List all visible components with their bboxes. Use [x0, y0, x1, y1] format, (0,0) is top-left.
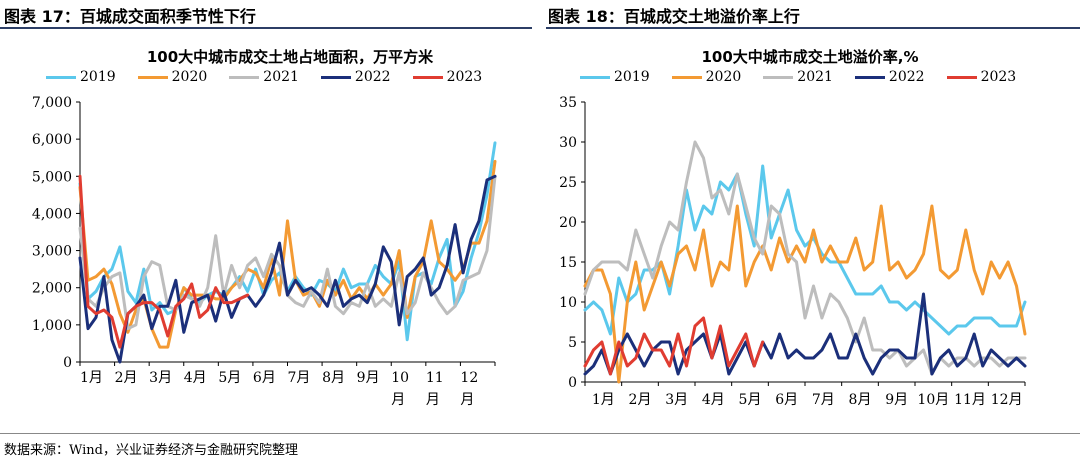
- left-legend: 2019 2020 2021 2022 2023: [46, 69, 482, 85]
- right-legend-swatch: [671, 75, 702, 79]
- right-series-line-2022: [583, 292, 1027, 376]
- left-x-tick-label: 2月: [115, 370, 138, 386]
- left-y-tick-label: 6,000: [32, 132, 72, 148]
- left-legend-label: 2021: [263, 69, 299, 85]
- left-legend-item-2021: 2021: [229, 69, 299, 85]
- right-y-tick-label: 30: [559, 135, 577, 151]
- left-x-tick-label: 9月: [357, 370, 380, 386]
- left-legend-label: 2019: [80, 69, 116, 85]
- left-x-tick-label: 10: [391, 370, 409, 386]
- left-legend-swatch: [229, 75, 260, 79]
- right-legend-swatch: [946, 75, 977, 79]
- right-y-tick-label: 10: [559, 295, 577, 311]
- left-x-tick-label: 5月: [218, 370, 241, 386]
- right-series-line-2019: [583, 164, 1027, 336]
- right-series-line-2020: [583, 204, 1027, 384]
- right-legend-label: 2023: [980, 69, 1017, 85]
- left-x-tick-label: 11: [426, 370, 444, 386]
- right-legend-item-2021: 2021: [763, 69, 833, 85]
- right-x-tick-label: 3月: [665, 392, 688, 408]
- left-x-tick-label: 8月: [322, 370, 345, 386]
- left-series-line-2023: [78, 174, 250, 349]
- right-x-tick-label: 10月: [917, 392, 949, 408]
- right-y-tick-label: 20: [559, 215, 577, 231]
- left-legend-item-2022: 2022: [320, 69, 391, 85]
- left-y-tick-label: 5,000: [32, 169, 72, 185]
- right-x-tick-label: 5月: [739, 392, 762, 408]
- source-divider: [0, 433, 1080, 434]
- right-legend-label: 2020: [705, 69, 742, 85]
- right-x-tick-label: 4月: [702, 392, 725, 408]
- left-x-tick-label: 12: [460, 370, 478, 386]
- left-y-tick-label: 2,000: [32, 281, 72, 297]
- right-y-tick-label: 35: [559, 95, 577, 111]
- right-series-line-2021: [583, 140, 1027, 376]
- left-legend-item-2020: 2020: [137, 69, 208, 85]
- left-x-tick-label: 月: [426, 392, 440, 408]
- left-x-tick-label: 1月: [80, 370, 103, 386]
- left-legend-label: 2023: [446, 69, 483, 85]
- right-y-tick-label: 15: [559, 255, 577, 271]
- left-panel-title: 图表 17：百城成交面积季节性下行: [4, 7, 256, 26]
- left-title-rule: [0, 27, 532, 29]
- right-legend-item-2023: 2023: [946, 69, 1017, 85]
- right-x-tick-label: 11月: [954, 392, 986, 408]
- left-line-chart: 0 1,000 2,000 3,000 4,000 5,000 6,000 7,000 1月 2月…: [32, 95, 497, 408]
- left-legend-item-2019: 2019: [46, 69, 116, 85]
- left-legend-label: 2022: [354, 69, 391, 85]
- right-y-tick-label: 25: [559, 175, 577, 191]
- left-legend-item-2023: 2023: [412, 69, 483, 85]
- right-panel-title: 图表 18：百城成交土地溢价率上行: [548, 7, 800, 26]
- right-legend-label: 2019: [614, 69, 650, 85]
- right-line-chart: 0 5 10 15 20 25 30 35 1月 2月 3月 4月 5月 6月 7月 8月 9月 10月 11月 12…: [559, 95, 1027, 408]
- left-y-tick-label: 0: [63, 355, 72, 371]
- right-legend: 2019 2020 2021 2022 2023: [580, 69, 1016, 85]
- right-x-tick-label: 2月: [629, 392, 652, 408]
- left-legend-swatch: [412, 75, 443, 79]
- right-legend-label: 2021: [797, 69, 833, 85]
- right-title-rule: [546, 27, 1080, 29]
- left-legend-swatch: [137, 75, 168, 79]
- left-x-tick-label: 7月: [288, 370, 311, 386]
- left-x-tick-label: 月: [460, 392, 474, 408]
- right-y-tick-label: 0: [568, 375, 577, 391]
- right-legend-swatch: [763, 75, 794, 79]
- right-series-line-2023: [583, 316, 765, 376]
- right-legend-item-2019: 2019: [580, 69, 650, 85]
- right-chart-title: 100大中城市成交土地溢价率,%: [701, 48, 919, 66]
- left-series-line-2022: [78, 174, 497, 364]
- left-x-tick-label: 4月: [184, 370, 207, 386]
- right-x-tick-label: 1月: [592, 392, 615, 408]
- right-y-tick-label: 5: [568, 335, 577, 351]
- left-x-tick-label: 月: [391, 392, 405, 408]
- left-legend-swatch: [320, 75, 351, 79]
- right-legend-item-2020: 2020: [671, 69, 742, 85]
- left-y-tick-label: 4,000: [32, 206, 72, 222]
- source-note: 数据来源：Wind，兴业证券经济与金融研究院整理: [4, 443, 298, 458]
- left-legend-label: 2020: [171, 69, 208, 85]
- left-legend-swatch: [46, 75, 76, 79]
- right-x-tick-label: 7月: [812, 392, 835, 408]
- right-legend-swatch: [580, 75, 610, 79]
- right-x-tick-label: 8月: [849, 392, 872, 408]
- right-legend-swatch: [854, 75, 885, 79]
- left-y-tick-label: 7,000: [32, 95, 72, 111]
- right-legend-label: 2022: [888, 69, 925, 85]
- right-legend-item-2022: 2022: [854, 69, 925, 85]
- left-x-tick-label: 6月: [253, 370, 276, 386]
- left-y-tick-label: 1,000: [32, 318, 72, 334]
- left-chart-title: 100大中城市成交土地占地面积，万平方米: [146, 48, 434, 66]
- left-x-tick-label: 3月: [149, 370, 172, 386]
- right-x-tick-label: 6月: [775, 392, 798, 408]
- right-x-tick-label: 12月: [991, 392, 1023, 408]
- right-x-tick-label: 9月: [885, 392, 908, 408]
- left-y-tick-label: 3,000: [32, 244, 72, 260]
